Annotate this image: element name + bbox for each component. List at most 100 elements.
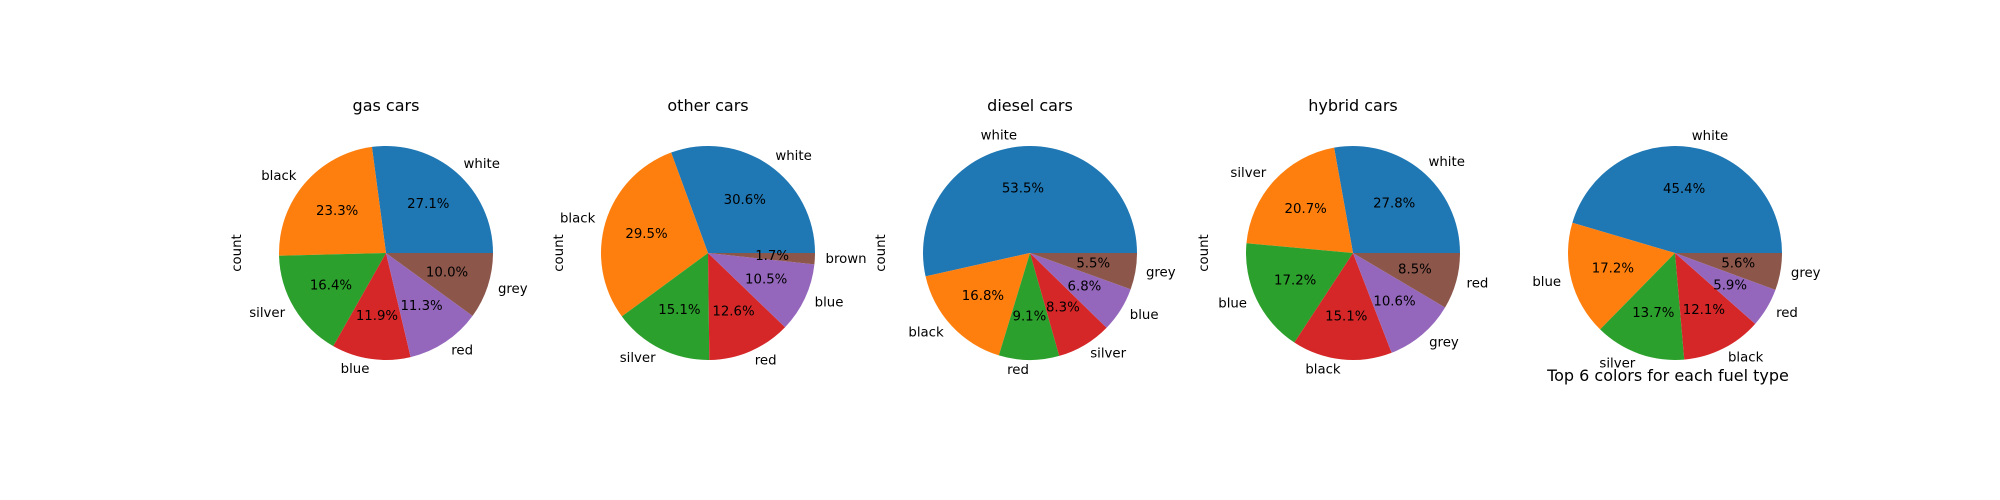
pie-percent-label: 12.6% [712,304,754,319]
pie-title: diesel cars [987,96,1073,115]
pie-wedge-label: red [1776,306,1798,321]
pie-wedge-label: blue [1130,308,1159,323]
pie-wedge-red [386,253,473,358]
pie-percent-label: 12.1% [1683,303,1725,318]
pie-wedge-label: silver [1090,347,1126,362]
pie-percent-label: 30.6% [724,193,766,208]
pie-wedge-white [371,145,493,253]
pie-percent-label: 9.1% [1013,310,1047,325]
pie-wedge-label: white [1692,129,1728,144]
pie-title: hybrid cars [1308,96,1398,115]
pie-wedge-label: red [1007,363,1029,378]
pie-wedge-black [601,152,708,317]
pie-percent-label: 5.5% [1076,257,1110,272]
pie-wedge-label: white [981,129,1017,144]
pie-wedge-grey [1030,253,1137,290]
pie-percent-label: 13.7% [1632,306,1674,321]
pie-percent-label: 8.5% [1398,262,1432,277]
pie-percent-label: 53.5% [1002,182,1044,197]
pie-wedge-label: red [451,343,473,358]
pie-wedge-brown [708,253,815,265]
pie-wedge-label: grey [1429,335,1459,350]
pie-percent-label: 27.1% [407,197,449,212]
pie-wedge-red [1675,253,1776,324]
pie-wedge-label: black [1728,351,1764,366]
pie-wedge-label: black [1305,363,1341,378]
pie-wedge-blue [708,253,815,328]
pie-wedge-label: black [261,169,297,184]
pie-percent-label: 8.3% [1046,301,1080,316]
pie-chart-2: 53.5% white 16.8% black 9.1% red 8.3% silver 6.8… [874,96,1176,378]
pie-percent-label: 16.8% [962,289,1004,304]
figure-suptitle: Top 6 colors for each fuel type [1546,366,1789,385]
pie-ylabel: count [552,234,567,272]
pie-wedge-label: grey [1791,266,1821,281]
pie-percent-label: 11.9% [356,309,398,324]
pie-wedge-label: red [1467,277,1489,292]
pie-wedge-label: silver [1230,166,1266,181]
pie-wedge-label: black [908,326,944,341]
pie-wedge-label: white [1429,155,1465,170]
pie-wedge-label: silver [620,351,656,366]
pie-percent-label: 6.8% [1068,280,1102,295]
pie-percent-label: 15.1% [658,303,700,318]
pie-wedge-label: blue [815,295,844,310]
pie-wedge-blue [1246,243,1353,343]
pie-wedge-white [671,146,815,253]
pie-percent-label: 45.4% [1663,182,1705,197]
pie-wedge-white [923,146,1137,277]
pie-wedge-label: blue [1532,275,1561,290]
pie-ylabel: count [1197,234,1212,272]
pie-wedge-label: white [775,149,811,164]
pie-wedge-red [708,253,786,360]
pie-percent-label: 17.2% [1274,273,1316,288]
pie-percent-label: 10.5% [745,273,787,288]
pie-percent-label: 10.6% [1373,294,1415,309]
pie-wedge-silver [1246,147,1353,253]
pie-wedge-label: white [464,157,500,172]
pie-wedge-white [1572,146,1782,253]
pie-wedge-grey [1675,253,1782,290]
pie-wedge-white [1334,146,1460,253]
pie-chart-4: 45.4% white 17.2% blue 13.7% silver 12.1% black… [1532,129,1820,371]
pie-wedge-black [1675,253,1756,360]
pie-percent-label: 15.1% [1325,309,1367,324]
pie-wedge-label: brown [826,252,867,267]
pie-wedge-label: blue [341,362,370,377]
pie-wedge-blue [1568,222,1675,330]
pie-wedge-label: grey [498,282,528,297]
pie-percent-label: 20.7% [1285,202,1327,217]
pie-wedge-label: silver [1599,356,1635,371]
pie-wedge-red [998,253,1060,360]
pie-wedge-black [925,253,1030,356]
pie-wedge-label: blue [1218,297,1247,312]
pie-chart-3: 27.8% white 20.7% silver 17.2% blue 15.1% black… [1197,96,1488,378]
pie-percent-label: 1.7% [755,249,789,264]
pie-percent-label: 17.2% [1592,262,1634,277]
pie-title: other cars [667,96,748,115]
pie-percent-label: 11.3% [400,299,442,314]
pie-wedge-blue [333,253,411,360]
pie-ylabel: count [874,234,889,272]
pie-wedge-label: black [560,212,596,227]
pie-wedge-label: silver [249,306,285,321]
pie-wedge-grey [386,253,493,316]
pie-title: gas cars [353,96,420,115]
pie-percent-label: 27.8% [1373,196,1415,211]
pie-chart-1: 30.6% white 29.5% black 15.1% silver 12.6% red 1… [552,96,867,369]
pie-percent-label: 5.9% [1713,278,1747,293]
pie-percent-label: 10.0% [426,265,468,280]
pie-ylabel: count [230,234,245,272]
pie-wedge-black [279,146,386,256]
pie-wedge-label: grey [1146,266,1176,281]
pie-percent-label: 29.5% [625,227,667,242]
pie-percent-label: 5.6% [1721,257,1755,272]
pie-wedge-grey [1353,253,1446,353]
pie-percent-label: 23.3% [316,204,358,219]
pie-chart-0: 27.1% white 23.3% black 16.4% silver 11.9% blue… [230,96,528,377]
pie-wedge-red [1353,253,1460,308]
pie-wedge-black [1294,253,1392,361]
pie-wedge-blue [1030,253,1131,328]
charts-group: 27.1% white 23.3% black 16.4% silver 11.9% blue… [230,96,1821,378]
